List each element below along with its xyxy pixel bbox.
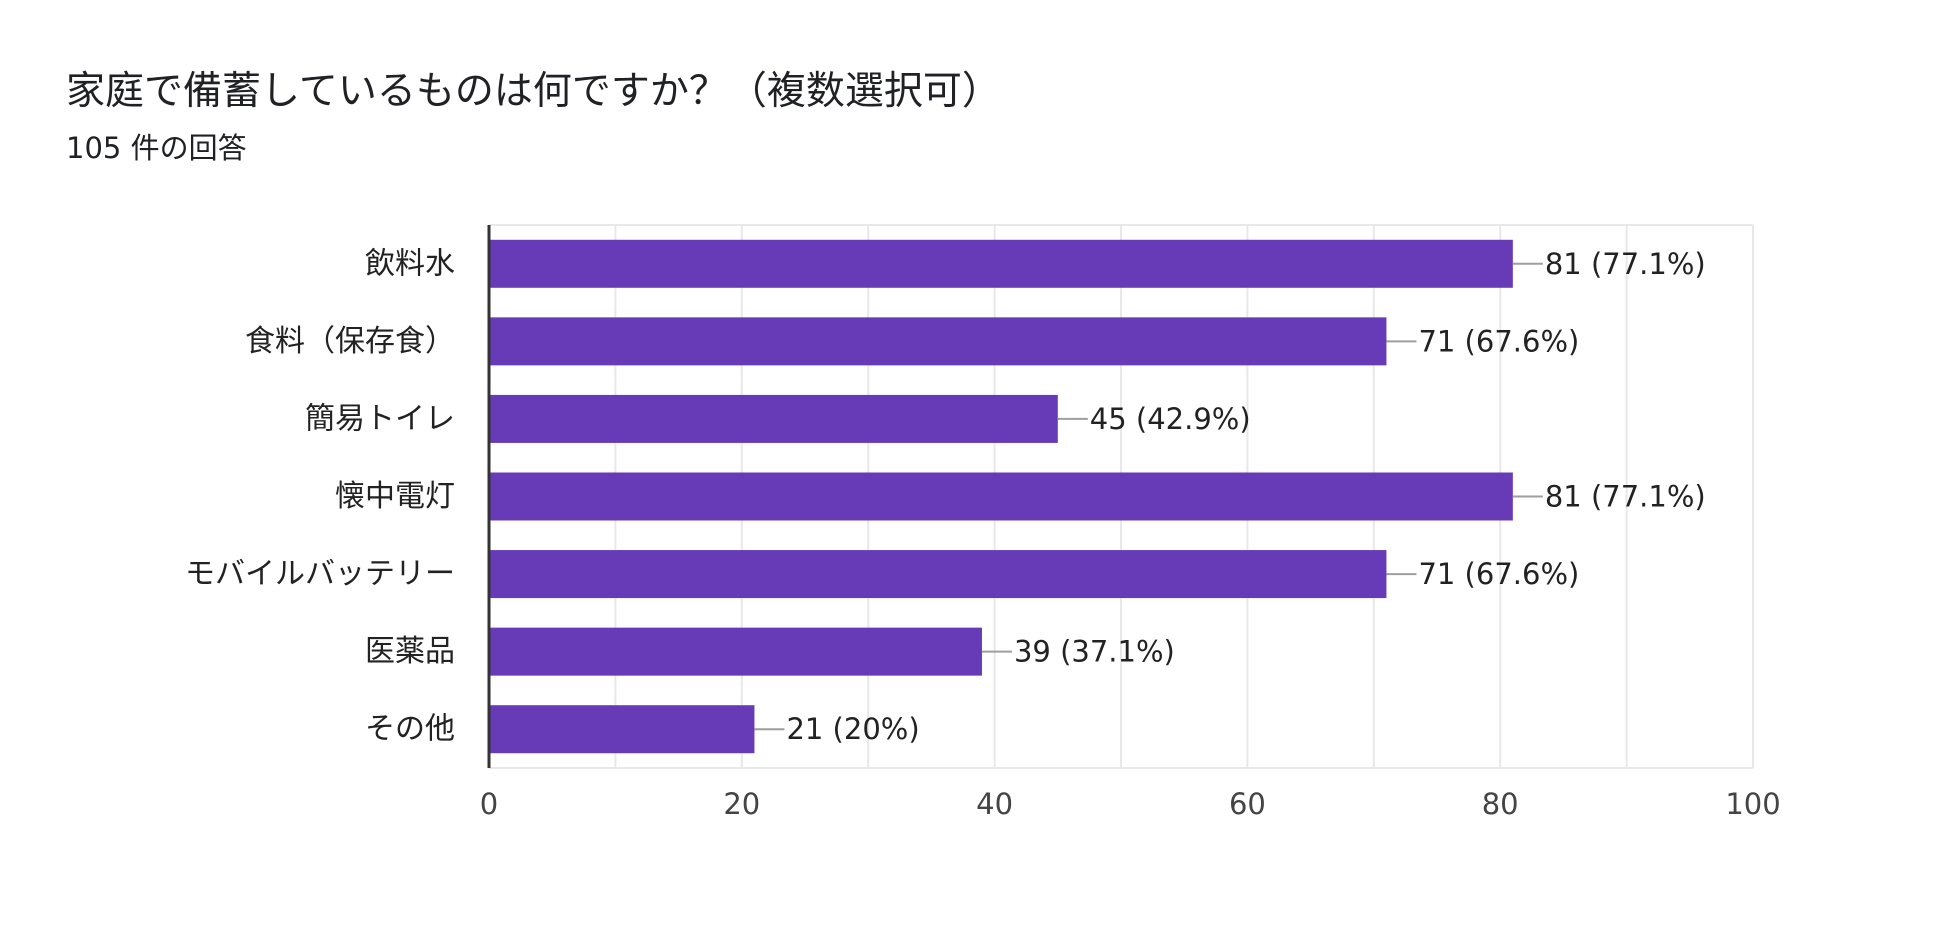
- bar: [489, 472, 1513, 521]
- data-label: 45 (42.9%): [1090, 402, 1251, 436]
- data-label: 81 (77.1%): [1545, 247, 1706, 281]
- category-label: モバイルバッテリー: [185, 557, 455, 592]
- chart-title: 家庭で備蓄しているものは何ですか？（複数選択可）: [66, 69, 1001, 114]
- category-label: 簡易トイレ: [305, 401, 455, 436]
- x-tick-label: 0: [480, 787, 498, 821]
- bar: [489, 239, 1513, 288]
- response-count: 105 件の回答: [66, 131, 247, 165]
- data-label: 71 (67.6%): [1418, 324, 1579, 358]
- x-tick-label: 60: [1229, 787, 1266, 821]
- x-tick-label: 100: [1725, 787, 1780, 821]
- x-tick-label: 40: [976, 787, 1013, 821]
- bar: [489, 627, 982, 676]
- x-tick-label: 80: [1482, 787, 1519, 821]
- x-tick-label: 20: [723, 787, 760, 821]
- bar: [489, 394, 1058, 443]
- data-label: 21 (20%): [786, 712, 919, 746]
- category-label: その他: [365, 712, 455, 747]
- data-label: 81 (77.1%): [1545, 480, 1706, 514]
- data-label: 39 (37.1%): [1014, 635, 1175, 669]
- category-label: 飲料水: [365, 246, 455, 281]
- bar: [489, 705, 755, 754]
- data-label: 71 (67.6%): [1418, 557, 1579, 591]
- bar: [489, 317, 1387, 366]
- category-label: 食料（保存食）: [245, 324, 455, 359]
- category-label: 懐中電灯: [335, 479, 455, 514]
- bar: [489, 550, 1387, 599]
- category-label: 医薬品: [365, 634, 455, 669]
